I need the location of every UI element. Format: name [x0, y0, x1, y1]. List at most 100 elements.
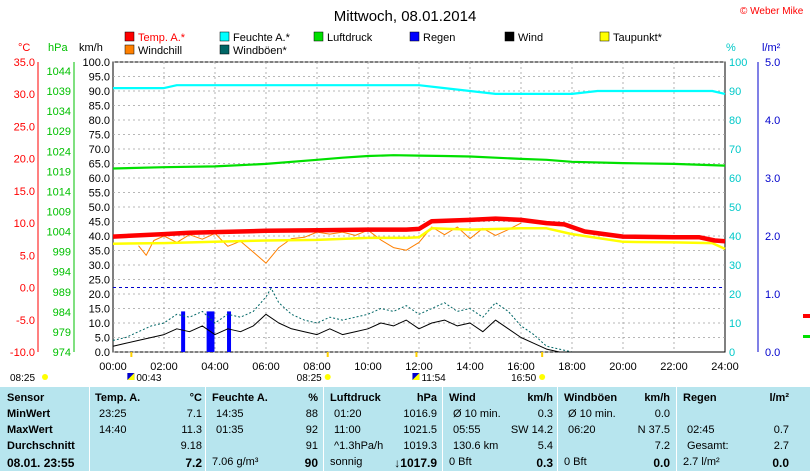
- pressure-tick-label: 999: [53, 247, 71, 259]
- wind-row-value: 5.4: [537, 440, 553, 452]
- sun-marker-label: 08:25: [10, 373, 35, 384]
- sun-marker-label: 00:43: [136, 373, 161, 384]
- legend-label: Wind: [518, 32, 543, 44]
- temp-tick-label: 5.0: [20, 250, 35, 262]
- pressure-row-value: ↓1017.9: [394, 456, 437, 470]
- temp-tick-label: 25.0: [14, 121, 35, 133]
- gusts-row-time: Ø 10 min.: [568, 408, 616, 420]
- pressure-row-time: sonnig: [330, 456, 363, 468]
- series-line-windben: [112, 287, 573, 353]
- temp-row-value: 9.18: [180, 440, 202, 452]
- series-line-luftdruck: [112, 154, 726, 170]
- legend-label: Regen: [423, 32, 455, 44]
- wind-tick-label: 55.0: [89, 188, 110, 200]
- legend-label: Windböen*: [233, 45, 288, 57]
- gusts-row-value: 0.0: [653, 456, 670, 470]
- humidity-axis-label: %: [726, 42, 736, 54]
- wind-tick-label: 40.0: [89, 231, 110, 243]
- pressure-tick-label: 979: [53, 327, 71, 339]
- wind-tick-label: 65.0: [89, 159, 110, 171]
- sun-marker-label: 08:25: [297, 373, 322, 384]
- legend-label: Temp. A.*: [138, 32, 186, 44]
- legend-label: Windchill: [138, 45, 182, 57]
- humidity-tick-label: 50: [729, 202, 741, 214]
- time-tick-label: 14:00: [456, 361, 484, 373]
- sensor-column: Sensor MinWert MaxWert Durchschnitt 08.0…: [0, 387, 90, 471]
- legend-swatch: [124, 31, 135, 42]
- temp-tick-label: 35.0: [14, 57, 35, 69]
- temp-tick-label: -10.0: [10, 347, 35, 359]
- wind-row-time: Ø 10 min.: [453, 408, 501, 420]
- pressure-tick-label: 974: [53, 347, 71, 359]
- humidity-column: [206, 387, 324, 471]
- series-line-feuchtea: [113, 84, 726, 96]
- legend-swatch: [599, 31, 610, 42]
- wind-tick-label: 80.0: [89, 115, 110, 127]
- pressure-column: [324, 387, 443, 471]
- rain-tick-label: 4.0: [765, 115, 780, 127]
- temp-axis-label: °C: [18, 42, 30, 54]
- moon-marker-shape: [127, 373, 135, 380]
- gusts-column: [558, 387, 677, 471]
- humidity-unit: %: [308, 392, 318, 404]
- rain-header: Regen: [683, 392, 717, 404]
- rain-axis-label: l/m²: [762, 42, 781, 54]
- humidity-tick-label: 40: [729, 231, 741, 243]
- row-label-min: MinWert: [7, 408, 51, 420]
- series-line-taupunkt: [112, 227, 726, 251]
- pressure-tick-label: 994: [53, 267, 71, 279]
- wind-tick-label: 35.0: [89, 246, 110, 258]
- rain-tick-label: 5.0: [765, 57, 780, 69]
- chart-title: Mittwoch, 08.01.2014: [334, 8, 477, 25]
- sun-marker-dot: [42, 374, 48, 380]
- time-tick-label: 16:00: [507, 361, 535, 373]
- humidity-tick-label: 70: [729, 144, 741, 156]
- wind-tick-label: 75.0: [89, 130, 110, 142]
- temp-tick-label: 30.0: [14, 89, 35, 101]
- rain-row-value: 0.0: [772, 456, 789, 470]
- temp-row-value: 7.1: [186, 408, 202, 420]
- rain-row-time: 2.7 l/m²: [683, 456, 720, 468]
- rain-bar: [206, 311, 211, 352]
- wind-row-value: SW 14.2: [510, 424, 553, 436]
- wind-row-value: 0.3: [536, 456, 553, 470]
- humidity-row-time: 7.06 g/m³: [212, 456, 259, 468]
- pressure-row-value: 1016.9: [403, 408, 437, 420]
- rain-unit: l/m²: [769, 392, 789, 404]
- series-line-wind: [112, 313, 725, 353]
- temp-column: [90, 387, 206, 471]
- wind-column: [443, 387, 558, 471]
- pressure-tick-label: 1024: [47, 146, 71, 158]
- humidity-row-value: 91: [305, 440, 318, 452]
- row-label-current: 08.01. 23:55: [7, 456, 75, 470]
- wind-tick-label: 25.0: [89, 275, 110, 287]
- row-label-max: MaxWert: [7, 424, 53, 436]
- temp-header: Temp. A.: [95, 392, 141, 404]
- humidity-row-value: 88: [305, 408, 318, 420]
- humidity-tick-label: 0: [729, 347, 735, 359]
- temp-unit: °C: [189, 392, 202, 404]
- rain-tick-label: 0.0: [765, 347, 780, 359]
- pressure-tick-label: 1034: [47, 106, 71, 118]
- pressure-tick-label: 1029: [47, 126, 71, 138]
- gusts-row-value: 0.0: [654, 408, 670, 420]
- wind-tick-label: 0.0: [95, 347, 110, 359]
- rain-tick-label: 2.0: [765, 231, 780, 243]
- temp-tick-label: 15.0: [14, 186, 35, 198]
- wind-tick-label: 60.0: [89, 173, 110, 185]
- temp-tick-label: 10.0: [14, 218, 35, 230]
- wind-row-value: 0.3: [537, 408, 553, 420]
- wind-row-time: 130.6 km: [453, 440, 499, 452]
- humidity-tick-label: 20: [729, 289, 741, 301]
- pressure-row-time: 11:00: [334, 424, 361, 436]
- wind-row-time: 05:55: [453, 424, 481, 436]
- rain-row-value: 2.7: [773, 440, 789, 452]
- pressure-header: Luftdruck: [330, 392, 381, 404]
- legend-label: Luftdruck: [327, 32, 373, 44]
- pressure-axis-label: hPa: [48, 42, 68, 54]
- legend-swatch: [124, 44, 135, 55]
- rain-bar: [181, 311, 186, 352]
- pressure-tick-label: 1019: [47, 166, 71, 178]
- statistics-table: Sensor MinWert MaxWert Durchschnitt 08.0…: [0, 387, 810, 471]
- wind-tick-label: 95.0: [89, 72, 110, 84]
